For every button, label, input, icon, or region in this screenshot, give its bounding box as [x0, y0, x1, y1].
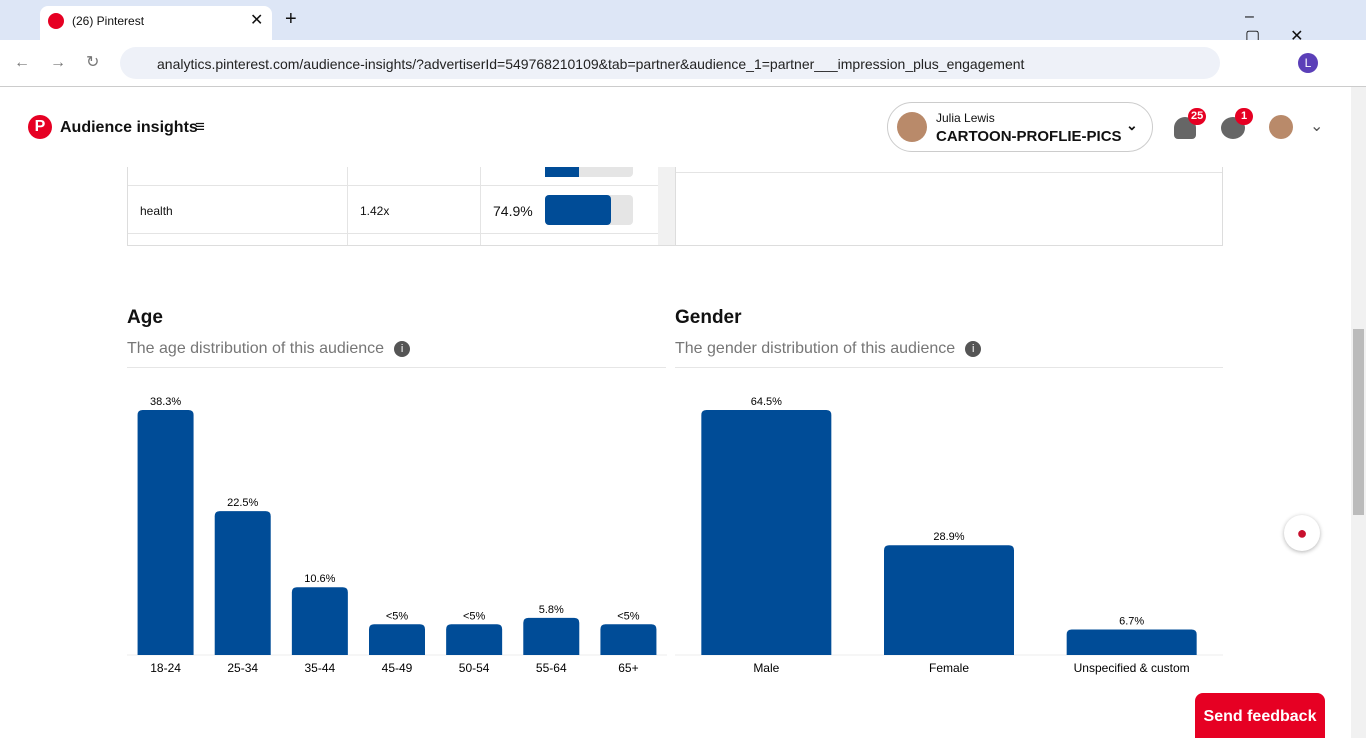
- account-switcher[interactable]: Julia Lewis CARTOON-PROFLIE-PICS ⌄: [887, 102, 1153, 152]
- favicon: [48, 13, 64, 29]
- send-feedback[interactable]: Send feedback: [1195, 693, 1325, 738]
- bar: [523, 617, 580, 655]
- row-affinity: 1.42x: [360, 204, 390, 218]
- value-label: <5%: [617, 610, 640, 622]
- location-button[interactable]: ●: [1284, 515, 1320, 551]
- value-label: 6.7%: [1119, 616, 1144, 628]
- account-board: CARTOON-PROFLIE-PICS: [936, 128, 1122, 145]
- logo[interactable]: P: [28, 115, 52, 139]
- bar-track: [545, 167, 633, 177]
- bar: [545, 167, 579, 177]
- x-tick-label: 35-44: [305, 661, 336, 675]
- message-badge: 1: [1235, 108, 1253, 125]
- value-label: 5.8%: [539, 604, 564, 616]
- url: analytics.pinterest.com/audience-insight…: [157, 56, 1025, 72]
- chart: 64.5% Male 28.9% Female 6.7% Unspecified & cu…: [675, 396, 1223, 675]
- x-tick-label: 45-49: [382, 661, 413, 675]
- new-tab[interactable]: +: [285, 8, 297, 30]
- x-tick-label: Female: [929, 661, 969, 675]
- chart-subtitle: The age distribution of this audience i: [127, 340, 411, 358]
- user-avatar[interactable]: [1269, 115, 1293, 139]
- bar: [214, 511, 271, 655]
- bar: [600, 624, 657, 655]
- avatar: [897, 112, 927, 142]
- bar: [1066, 629, 1197, 655]
- info-icon[interactable]: i: [965, 341, 982, 357]
- table-right: [675, 167, 1223, 246]
- value-label: 64.5%: [751, 396, 782, 408]
- x-tick-label: 50-54: [459, 661, 490, 675]
- address-bar[interactable]: analytics.pinterest.com/audience-insight…: [120, 47, 1220, 79]
- notification-badge: 25: [1188, 108, 1207, 125]
- x-tick-label: Male: [753, 661, 779, 675]
- chart-title: Age: [127, 307, 163, 328]
- app-title: Audience insights: [60, 119, 198, 136]
- percent-bar: [545, 195, 611, 225]
- toolbar: ←→↻ analytics.pinterest.com/audience-ins…: [0, 40, 1366, 87]
- table-scrollbar: [658, 167, 675, 245]
- tab[interactable]: (26) Pinterest ✕: [40, 6, 272, 40]
- close-tab[interactable]: ✕: [250, 12, 264, 29]
- bar: [369, 624, 425, 655]
- bar: [701, 410, 832, 655]
- x-tick-label: 25-34: [227, 661, 258, 675]
- table: health 1.42x 74.9%: [127, 167, 676, 246]
- chevron: ⌄: [1126, 117, 1138, 133]
- x-tick-label: Unspecified & custom: [1074, 661, 1190, 675]
- bar: [137, 410, 194, 655]
- value-label: 22.5%: [227, 497, 258, 509]
- value-label: 28.9%: [933, 531, 964, 543]
- menu[interactable]: ≡: [195, 117, 205, 136]
- tab-title: (26) Pinterest: [72, 14, 145, 28]
- x-tick-label: 55-64: [536, 661, 567, 675]
- bar: [291, 587, 348, 655]
- bar: [884, 545, 1014, 655]
- chart-title: Gender: [675, 307, 742, 328]
- chart: 38.3% 18-24 22.5% 25-34 10.6% 35-44 <5% 45-49 <5…: [127, 396, 667, 675]
- row-percent: 74.9%: [493, 203, 533, 219]
- nav-buttons[interactable]: ←→↻: [14, 54, 120, 71]
- chart-subtitle: The gender distribution of this audience…: [675, 340, 982, 358]
- col-line: [347, 167, 348, 245]
- row-name: health: [140, 204, 173, 218]
- value-label: <5%: [463, 610, 486, 622]
- x-tick-label: 65+: [618, 661, 638, 675]
- account-name: Julia Lewis: [936, 111, 995, 125]
- row-line: [128, 185, 658, 186]
- bar-track: [545, 195, 633, 225]
- profile[interactable]: L: [1298, 53, 1318, 73]
- value-label: 38.3%: [150, 396, 181, 408]
- row-line: [676, 172, 1222, 173]
- scroll-thumb[interactable]: [1353, 329, 1364, 515]
- scrollbar: [1351, 87, 1366, 738]
- divider: [675, 367, 1223, 368]
- col-line: [480, 167, 481, 245]
- bar: [446, 624, 503, 655]
- info-icon[interactable]: i: [394, 341, 411, 357]
- divider: [127, 367, 666, 368]
- value-label: <5%: [386, 610, 409, 622]
- user-menu[interactable]: ⌄: [1310, 118, 1324, 135]
- row-line: [128, 233, 658, 234]
- value-label: 10.6%: [304, 573, 335, 585]
- x-tick-label: 18-24: [150, 661, 181, 675]
